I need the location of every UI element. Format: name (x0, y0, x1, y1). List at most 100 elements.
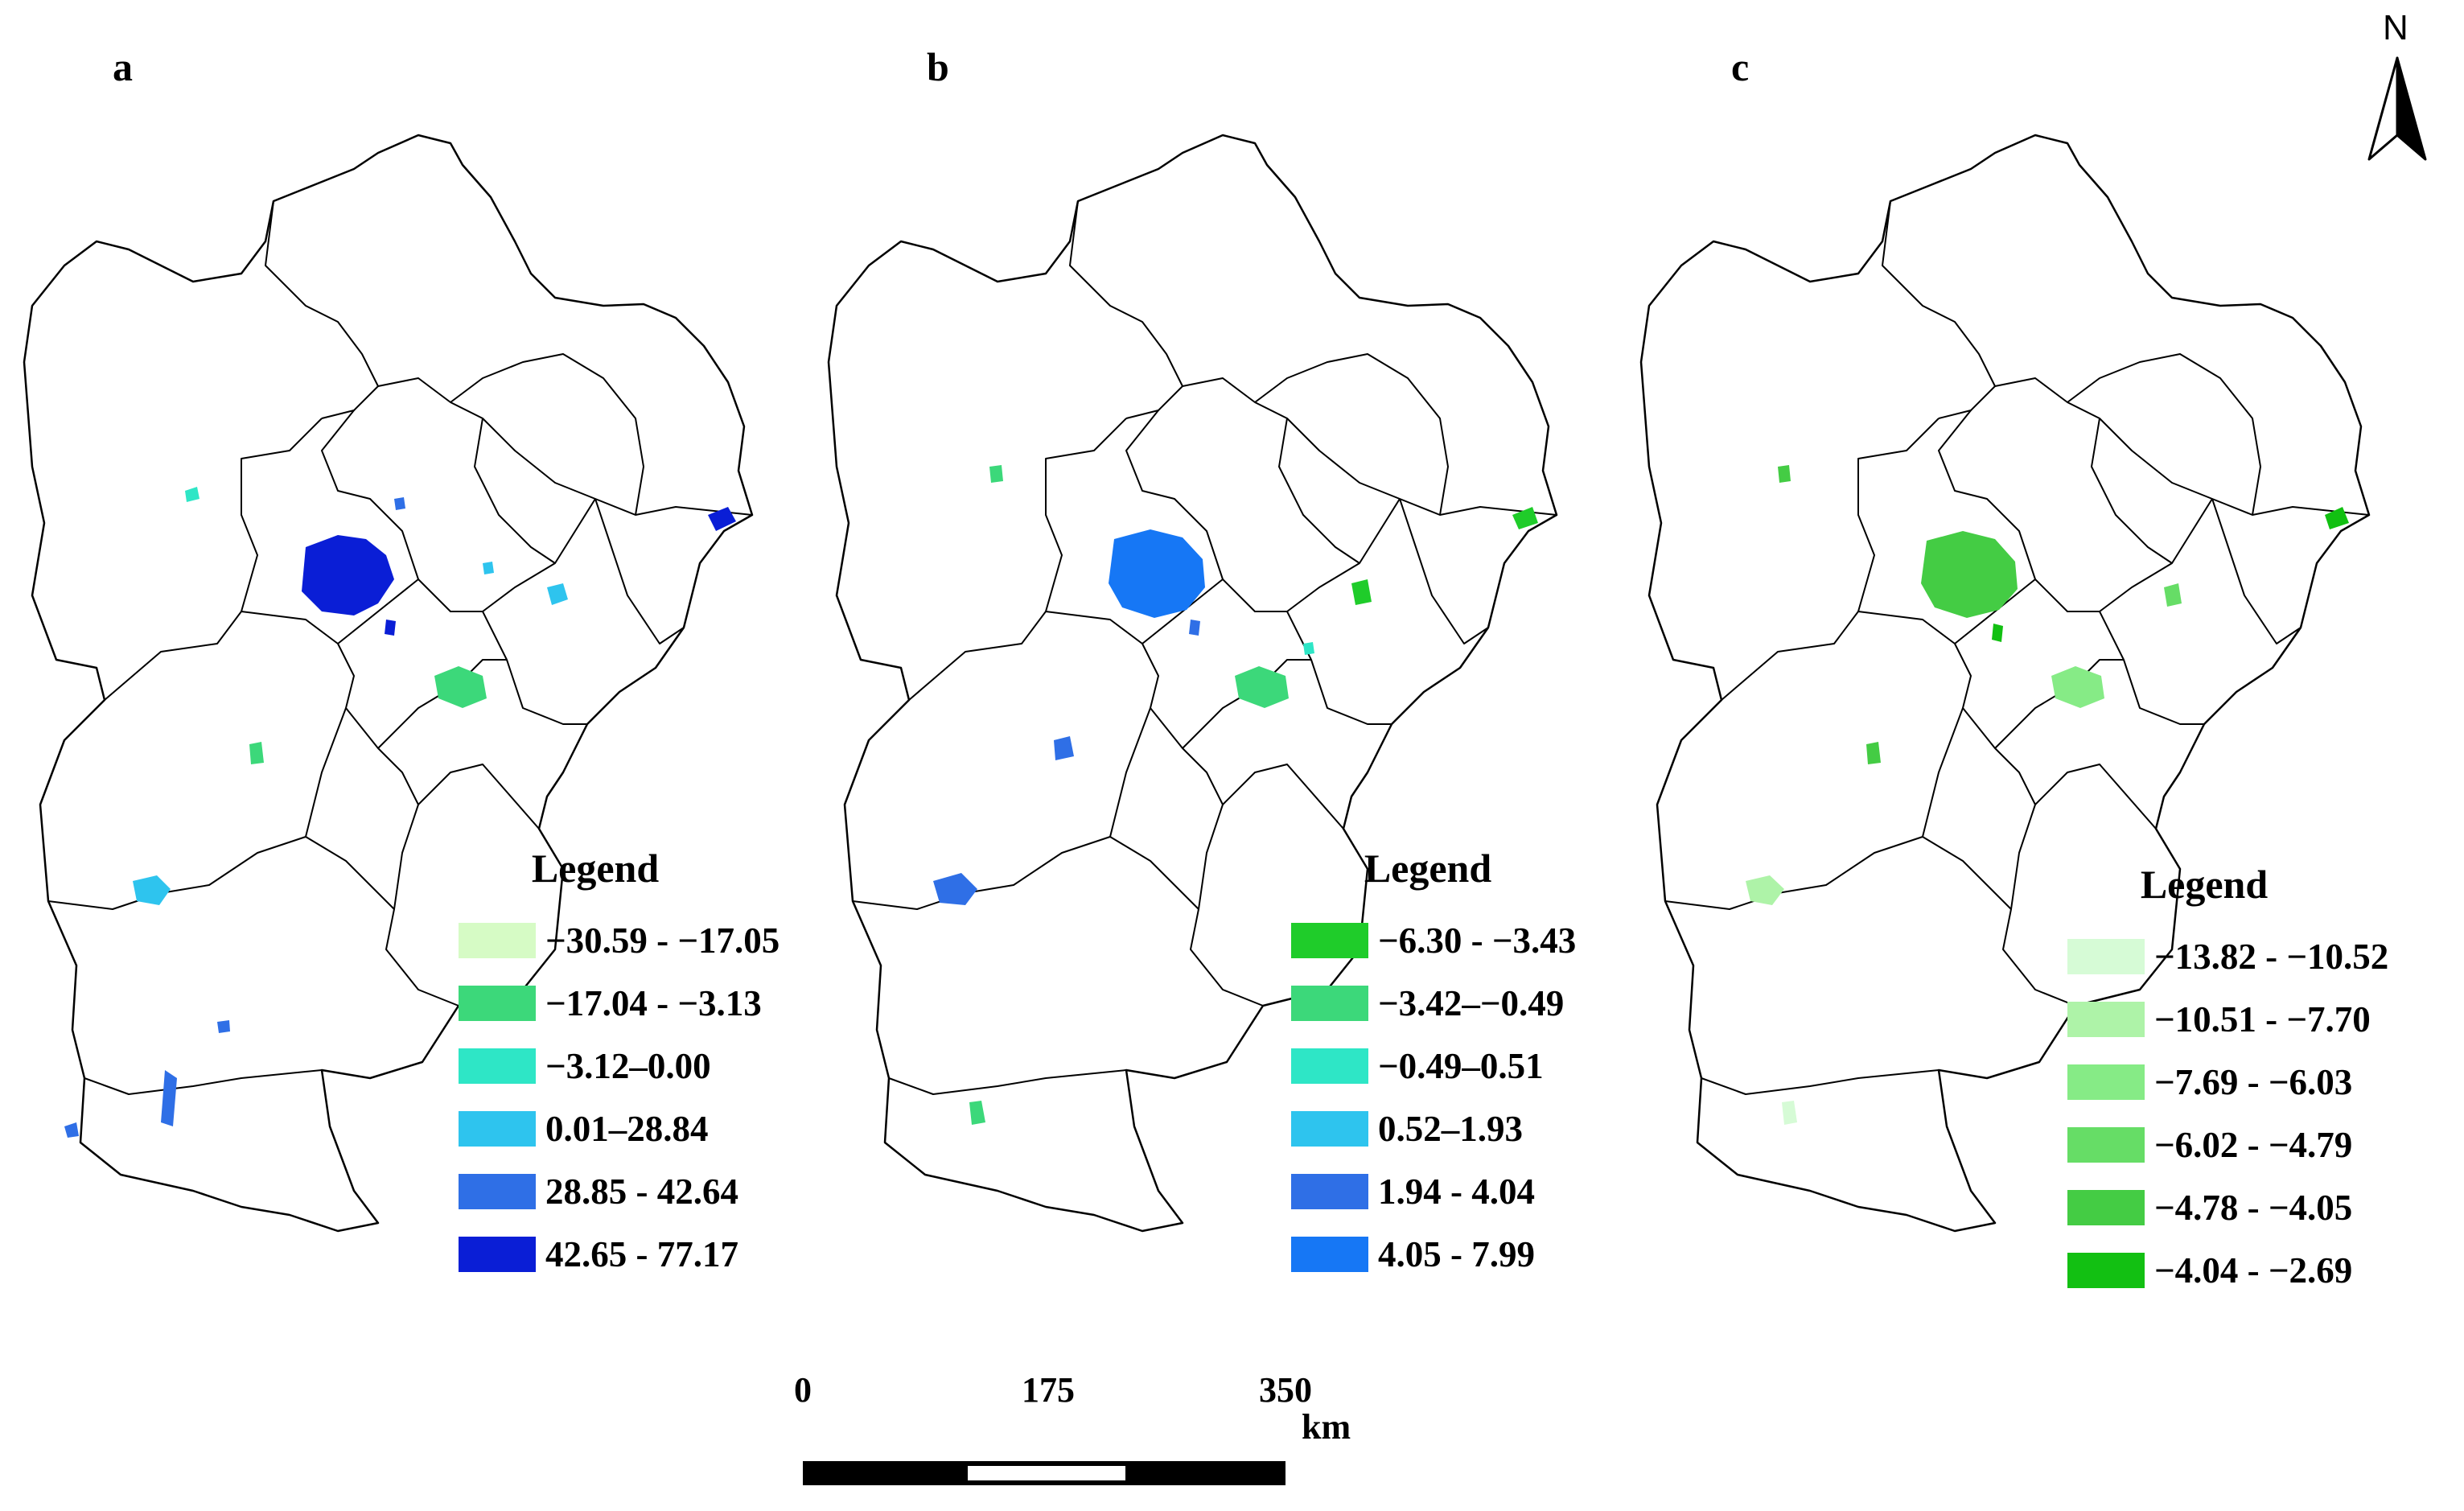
legend-row: −3.42–−0.49 (1291, 972, 1576, 1035)
urban-patch (1512, 507, 1538, 529)
panel-label-a: a (113, 44, 133, 89)
legend-swatch (2067, 1190, 2145, 1225)
legend-label: −4.04 - −2.69 (2154, 1250, 2353, 1291)
scale-tick-0: 0 (794, 1370, 812, 1410)
legend-swatch (2067, 939, 2145, 974)
north-arrow-icon (2367, 56, 2427, 161)
urban-patch (302, 535, 394, 616)
scale-tick-175: 175 (1022, 1370, 1075, 1410)
legend-swatch (459, 1048, 536, 1084)
legend-row: −4.04 - −2.69 (2067, 1239, 2388, 1302)
urban-patch (547, 583, 568, 605)
urban-patch (394, 497, 405, 510)
legend-label: −30.59 - −17.05 (545, 920, 780, 961)
legend-label: −6.02 - −4.79 (2154, 1125, 2353, 1165)
legend-row: −17.04 - −3.13 (459, 972, 780, 1035)
legend-row: 1.94 - 4.04 (1291, 1160, 1576, 1223)
legend-row: −0.49–0.51 (1291, 1035, 1576, 1097)
scale-bar-graphic (803, 1461, 1285, 1485)
urban-patch (1782, 1101, 1797, 1125)
north-letter: N (2383, 8, 2408, 47)
legend-b: Legend −6.30 - −3.43 −3.42–−0.49 −0.49–0… (1291, 845, 1576, 1286)
legend-label: 1.94 - 4.04 (1378, 1171, 1535, 1212)
map-panel-a (23, 134, 754, 1233)
legend-row: −30.59 - −17.05 (459, 909, 780, 972)
urban-patch (1746, 875, 1784, 905)
urban-patch (385, 620, 396, 636)
legend-swatch (459, 1237, 536, 1272)
urban-patch (1303, 642, 1314, 655)
legend-swatch (1291, 923, 1368, 958)
urban-patch (161, 1070, 177, 1126)
panel-label-c: c (1731, 44, 1750, 89)
urban-patch (185, 487, 200, 502)
legend-title: Legend (531, 846, 660, 891)
legend-label: 0.52–1.93 (1378, 1109, 1523, 1149)
urban-patch (1189, 620, 1200, 636)
legend-row: −6.30 - −3.43 (1291, 909, 1576, 972)
map-panel-b (827, 134, 1558, 1233)
legend-label: −10.51 - −7.70 (2154, 999, 2371, 1040)
panel-label-b: b (927, 44, 949, 89)
legend-label: −3.12–0.00 (545, 1046, 711, 1086)
legend-row: −3.12–0.00 (459, 1035, 780, 1097)
urban-patch (64, 1122, 79, 1138)
legend-title: Legend (1364, 846, 1492, 891)
urban-patch (1778, 465, 1791, 483)
urban-patch (217, 1020, 230, 1033)
map-panel-c (1639, 134, 2371, 1233)
scale-tick-350: 350 (1259, 1370, 1312, 1410)
legend-swatch (2067, 1253, 2145, 1288)
legend-swatch (459, 1174, 536, 1209)
legend-row: −4.78 - −4.05 (2067, 1176, 2388, 1239)
legend-row: 42.65 - 77.17 (459, 1223, 780, 1286)
legend-row: 0.52–1.93 (1291, 1097, 1576, 1160)
legend-label: −6.30 - −3.43 (1378, 920, 1577, 961)
urban-patch (969, 1101, 985, 1125)
urban-patch (133, 875, 171, 905)
urban-patch (1992, 624, 2003, 642)
legend-swatch (459, 1111, 536, 1147)
legend-swatch (1291, 1237, 1368, 1272)
legend-swatch (2067, 1064, 2145, 1100)
legend-swatch (1291, 1174, 1368, 1209)
legend-label: −7.69 - −6.03 (2154, 1062, 2353, 1102)
legend-swatch (1291, 986, 1368, 1021)
legend-label: 4.05 - 7.99 (1378, 1234, 1535, 1274)
legend-a: Legend −30.59 - −17.05 −17.04 - −3.13 −3… (459, 845, 780, 1286)
legend-row: −10.51 - −7.70 (2067, 988, 2388, 1051)
urban-patch (249, 742, 264, 764)
legend-label: 0.01–28.84 (545, 1109, 709, 1149)
urban-patch (1109, 529, 1205, 618)
urban-patch (933, 873, 977, 905)
urban-patch (2325, 507, 2349, 529)
scale-unit: km (1302, 1407, 1351, 1447)
urban-patch (483, 562, 494, 574)
legend-row: 0.01–28.84 (459, 1097, 780, 1160)
legend-swatch (459, 986, 536, 1021)
urban-patch (1351, 579, 1372, 605)
legend-label: −17.04 - −3.13 (545, 983, 762, 1023)
legend-row: −7.69 - −6.03 (2067, 1051, 2388, 1114)
urban-patch (2164, 583, 2182, 607)
urban-patch (1921, 531, 2018, 618)
urban-patch (434, 666, 487, 708)
legend-label: −3.42–−0.49 (1378, 983, 1565, 1023)
urban-patch (1054, 736, 1074, 760)
legend-row: 4.05 - 7.99 (1291, 1223, 1576, 1286)
legend-swatch (1291, 1048, 1368, 1084)
legend-label: −0.49–0.51 (1378, 1046, 1544, 1086)
legend-swatch (2067, 1002, 2145, 1037)
urban-patch (989, 465, 1003, 483)
legend-c: Legend −13.82 - −10.52 −10.51 - −7.70 −7… (2067, 861, 2388, 1302)
legend-swatch (1291, 1111, 1368, 1147)
legend-row: −13.82 - −10.52 (2067, 925, 2388, 988)
legend-row: −6.02 - −4.79 (2067, 1114, 2388, 1176)
legend-row: 28.85 - 42.64 (459, 1160, 780, 1223)
legend-title: Legend (2140, 862, 2269, 907)
urban-patch (1235, 666, 1289, 708)
legend-label: 28.85 - 42.64 (545, 1171, 738, 1212)
legend-label: −13.82 - −10.52 (2154, 937, 2389, 977)
legend-label: 42.65 - 77.17 (545, 1234, 738, 1274)
